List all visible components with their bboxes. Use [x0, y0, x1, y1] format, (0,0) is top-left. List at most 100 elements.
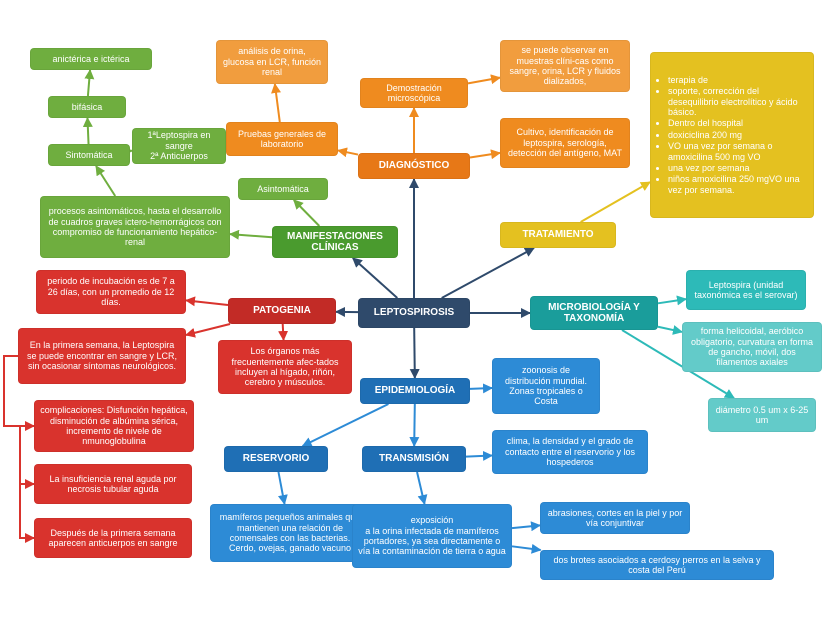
node-center: LEPTOSPIROSIS	[358, 298, 470, 328]
node-manif_sint: Sintomática	[48, 144, 130, 166]
edge-center-manif	[353, 258, 398, 298]
node-text: diámetro 0.5 um x 6-25 um	[714, 405, 810, 426]
node-text: Después de la primera semana aparecen an…	[40, 528, 186, 549]
node-manif_bif: bifásica	[48, 96, 126, 118]
node-pato_compl: complicaciones: Disfunción hepática, dis…	[34, 400, 194, 452]
node-text: anictérica e ictérica	[52, 54, 129, 64]
edge-trans_exp-trans_abras	[512, 525, 540, 528]
node-list-item: una vez por semana	[668, 163, 808, 173]
node-pato_incub: periodo de incubación es de 7 a 26 días,…	[36, 270, 186, 314]
edge-pato_compl-pato_renal	[20, 426, 34, 484]
node-trans_brotes: dos brotes asociados a cerdosy perros en…	[540, 550, 774, 580]
node-reserv_det: mamíferos pequeños animales que mantiene…	[210, 504, 370, 562]
node-list-item: doxiciclina 200 mg	[668, 130, 808, 140]
node-diag_lab_det: análisis de orina, glucosa en LCR, funci…	[216, 40, 328, 84]
node-text: periodo de incubación es de 7 a 26 días,…	[42, 276, 180, 307]
node-list-item: terapia de	[668, 75, 808, 85]
edge-trat-trat_list	[581, 182, 650, 222]
node-trans_exp: exposición a la orina infectada de mamíf…	[352, 504, 512, 568]
edge-manif-manif_asint	[294, 200, 320, 226]
edge-micro-micro_forma	[658, 327, 682, 332]
node-text: Asintomática	[257, 184, 309, 194]
node-micro_diam: diámetro 0.5 um x 6-25 um	[708, 398, 816, 432]
edge-manif_proc-manif_sint	[96, 166, 115, 196]
edge-pato-pato_incub	[186, 300, 228, 305]
edge-manif_bif-manif_anict	[88, 70, 90, 96]
node-text: 1ªLeptospira en sangre 2ª Anticuerpos	[138, 130, 220, 161]
node-text: Pruebas generales de laboratorio	[232, 129, 332, 150]
edge-manif_sint-manif_bif	[87, 118, 88, 144]
edge-micro-micro_unit	[658, 299, 686, 303]
edge-center-trat	[442, 248, 534, 298]
node-text: En la primera semana, la Leptospira se p…	[24, 340, 180, 371]
node-text: La insuficiencia renal aguda por necrosi…	[40, 474, 186, 495]
edge-diag-diag_lab	[338, 150, 358, 154]
node-list-item: Dentro del hospital	[668, 118, 808, 128]
node-micro: MICROBIOLOGÍA Y TAXONOMÍA	[530, 296, 658, 330]
edge-pato-pato_org	[283, 324, 284, 340]
node-manif: MANIFESTACIONES CLÍNICAS	[272, 226, 398, 258]
node-text: procesos asintomáticos, hasta el desarro…	[46, 206, 224, 247]
node-list: terapia desoporte, corrección del desequ…	[656, 74, 808, 196]
node-text: Sintomática	[65, 150, 112, 160]
node-text: forma helicoidal, aeróbico obligatorio, …	[688, 326, 816, 367]
node-text: se puede observar en muestras clíni-cas …	[506, 45, 624, 86]
edge-manif-manif_proc	[230, 234, 272, 237]
node-text: RESERVORIO	[243, 453, 310, 465]
node-reserv: RESERVORIO	[224, 446, 328, 472]
edge-epi-trans	[414, 404, 415, 446]
node-text: exposición a la orina infectada de mamíf…	[358, 515, 506, 556]
node-pato: PATOGENIA	[228, 298, 336, 324]
node-pato_antic: Después de la primera semana aparecen an…	[34, 518, 192, 558]
node-text: Los órganos más frecuentemente afec-tado…	[224, 346, 346, 387]
node-trans_clima: clima, la densidad y el grado de contact…	[492, 430, 648, 474]
node-list-item: VO una vez por semana o amoxicilina 500 …	[668, 141, 808, 162]
node-text: Leptospira (unidad taxonómica es el sero…	[692, 280, 800, 301]
node-manif_proc: procesos asintomáticos, hasta el desarro…	[40, 196, 230, 258]
edge-diag_micro-diag_obs	[468, 78, 500, 84]
node-text: Cultivo, identificación de leptospira, s…	[506, 127, 624, 158]
node-diag: DIAGNÓSTICO	[358, 153, 470, 179]
concept-map-stage: LEPTOSPIROSIS DIAGNÓSTICO Pruebas generale…	[0, 0, 829, 640]
node-pato_renal: La insuficiencia renal aguda por necrosi…	[34, 464, 192, 504]
node-manif_asint: Asintomática	[238, 178, 328, 200]
edge-epi-epi_zoon	[470, 388, 492, 389]
node-list-item: soporte, corrección del desequilibrio el…	[668, 86, 808, 117]
node-trat_list: terapia desoporte, corrección del desequ…	[650, 52, 814, 218]
node-pato_org: Los órganos más frecuentemente afec-tado…	[218, 340, 352, 394]
node-text: dos brotes asociados a cerdosy perros en…	[546, 555, 768, 576]
node-text: PATOGENIA	[253, 305, 311, 317]
node-diag_cult: Cultivo, identificación de leptospira, s…	[500, 118, 630, 168]
node-text: EPIDEMIOLOGÍA	[375, 385, 456, 397]
node-diag_lab: Pruebas generales de laboratorio	[226, 122, 338, 156]
node-manif_lepto: 1ªLeptospira en sangre 2ª Anticuerpos	[132, 128, 226, 164]
edge-reserv-reserv_det	[278, 472, 284, 504]
edge-trans_exp-trans_brotes	[512, 546, 541, 550]
edge-pato-pato_week1	[186, 324, 230, 335]
node-text: TRANSMISIÓN	[379, 453, 449, 465]
node-trat: TRATAMIENTO	[500, 222, 616, 248]
edge-trans-trans_clima	[466, 456, 492, 457]
node-text: mamíferos pequeños animales que mantiene…	[216, 512, 364, 553]
node-trans: TRANSMISIÓN	[362, 446, 466, 472]
node-text: complicaciones: Disfunción hepática, dis…	[40, 405, 188, 446]
node-epi_zoon: zoonosis de distribución mundial. Zonas …	[492, 358, 600, 414]
node-manif_anict: anictérica e ictérica	[30, 48, 152, 70]
edge-diag_lab-diag_lab_det	[275, 84, 280, 122]
node-text: MICROBIOLOGÍA Y TAXONOMÍA	[536, 302, 652, 325]
node-text: abrasiones, cortes en la piel y por vía …	[546, 508, 684, 529]
edge-trans-trans_exp	[417, 472, 424, 504]
node-text: MANIFESTACIONES CLÍNICAS	[278, 231, 392, 254]
node-pato_week1: En la primera semana, la Leptospira se p…	[18, 328, 186, 384]
node-text: bifásica	[72, 102, 103, 112]
node-text: clima, la densidad y el grado de contact…	[498, 436, 642, 467]
node-epi: EPIDEMIOLOGÍA	[360, 378, 470, 404]
edge-diag-diag_cult	[470, 153, 500, 158]
node-list-item: niños amoxicilina 250 mgVO una vez por s…	[668, 174, 808, 195]
edge-center-epi	[414, 328, 415, 378]
node-diag_obs: se puede observar en muestras clíni-cas …	[500, 40, 630, 92]
node-text: DIAGNÓSTICO	[379, 160, 450, 172]
node-text: Demostración microscópica	[366, 83, 462, 104]
node-diag_micro: Demostración microscópica	[360, 78, 468, 108]
node-text: zoonosis de distribución mundial. Zonas …	[498, 365, 594, 406]
